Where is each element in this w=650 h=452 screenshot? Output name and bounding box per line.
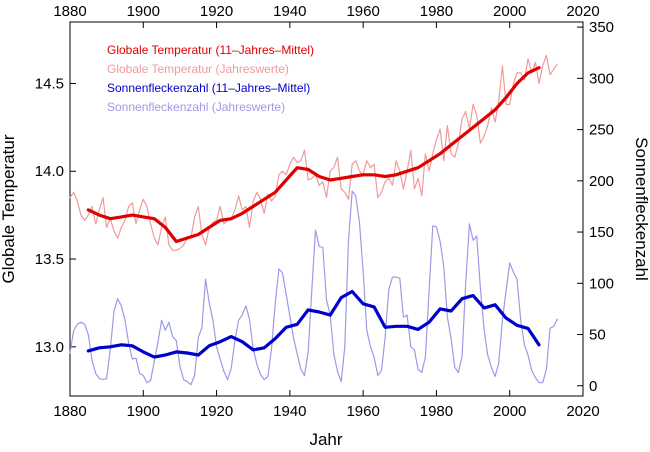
x-axis-label: Jahr (309, 430, 342, 449)
right-tick-label: 0 (589, 378, 597, 395)
right-tick-label: 150 (589, 224, 614, 241)
x-tick-label: 1880 (53, 403, 86, 420)
legend-item: Globale Temperatur (11–Jahres–Mittel) (107, 43, 314, 57)
left-axis-label: Globale Temperatur (0, 134, 18, 283)
series-layer (69, 54, 558, 386)
left-tick-label: 13.0 (35, 339, 64, 356)
x-tick-label-top: 1960 (346, 3, 379, 20)
x-tick-label-top: 1920 (200, 3, 233, 20)
left-tick-label: 14.0 (35, 163, 64, 180)
right-tick-label: 200 (589, 173, 614, 190)
series-line-temp-annual (69, 54, 558, 251)
x-tick-label: 1980 (420, 403, 453, 420)
x-tick-label: 2020 (566, 403, 599, 420)
x-tick-label: 1960 (346, 403, 379, 420)
right-tick-label: 350 (589, 19, 614, 36)
x-tick-label-top: 1940 (273, 3, 306, 20)
x-tick-label: 2000 (493, 403, 526, 420)
right-axis-label: Sonnenfleckenzahl (632, 137, 650, 281)
right-tick-label: 100 (589, 275, 614, 292)
series-line-sun-annual (69, 190, 558, 386)
right-tick-label: 300 (589, 70, 614, 87)
x-tick-label-top: 1880 (53, 3, 86, 20)
left-tick-label: 13.5 (35, 251, 64, 268)
series-line-sun-mean (86, 289, 541, 359)
plot-frame (69, 21, 584, 397)
x-tick-label-top: 2000 (493, 3, 526, 20)
axis-ticks: 1880 1880 1900 1900 1920 1920 1940 1940 1960 1960… (35, 3, 614, 420)
legend-item: Sonnenfleckenzahl (11–Jahres–Mittel) (107, 81, 310, 95)
x-tick-label-top: 1980 (420, 3, 453, 20)
legend-item: Globale Temperatur (Jahreswerte) (107, 62, 289, 76)
series-line-temp-mean (86, 66, 541, 244)
right-tick-label: 250 (589, 122, 614, 139)
right-tick-label: 50 (589, 327, 606, 344)
x-tick-label-top: 2020 (566, 3, 599, 20)
x-tick-label: 1900 (127, 403, 160, 420)
legend: Globale Temperatur (11–Jahres–Mittel) Glo… (107, 43, 314, 114)
x-tick-label: 1920 (200, 403, 233, 420)
x-tick-label: 1940 (273, 403, 306, 420)
x-tick-label-top: 1900 (127, 3, 160, 20)
left-tick-label: 14.5 (35, 75, 64, 92)
legend-item: Sonnenfleckenzahl (Jahreswerte) (107, 100, 285, 114)
